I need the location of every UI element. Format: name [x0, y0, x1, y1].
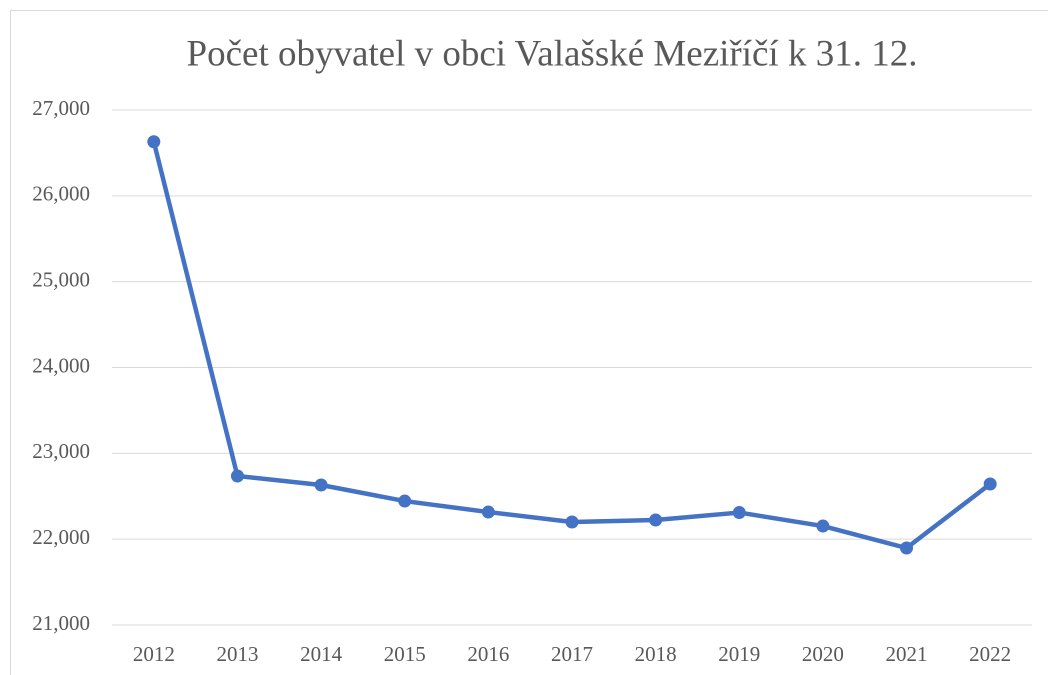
- data-point: [565, 515, 579, 529]
- data-point: [230, 469, 244, 483]
- data-point: [732, 506, 746, 520]
- x-tick-label: 2018: [635, 642, 677, 666]
- data-point: [649, 513, 663, 527]
- y-tick-label: 24,000: [32, 353, 90, 377]
- data-point: [314, 478, 328, 492]
- chart-frame: [10, 10, 1048, 675]
- data-point: [398, 494, 412, 508]
- x-tick-label: 2019: [718, 642, 760, 666]
- x-tick-label: 2020: [802, 642, 844, 666]
- y-tick-label: 22,000: [32, 525, 90, 549]
- y-tick-label: 27,000: [32, 96, 90, 120]
- data-point: [481, 505, 495, 519]
- data-point: [147, 135, 161, 149]
- y-tick-label: 25,000: [32, 267, 90, 291]
- x-tick-label: 2021: [886, 642, 928, 666]
- x-tick-label: 2017: [551, 642, 593, 666]
- data-point: [900, 541, 914, 555]
- data-point: [816, 519, 830, 533]
- y-tick-label: 21,000: [32, 611, 90, 635]
- x-tick-label: 2015: [384, 642, 426, 666]
- y-tick-label: 23,000: [32, 439, 90, 463]
- x-tick-label: 2016: [467, 642, 509, 666]
- chart-title: Počet obyvatel v obci Valašské Meziříčí …: [187, 33, 918, 74]
- x-tick-label: 2012: [133, 642, 175, 666]
- x-tick-label: 2013: [216, 642, 258, 666]
- data-point: [983, 477, 997, 491]
- y-tick-label: 26,000: [32, 182, 90, 206]
- x-tick-label: 2022: [969, 642, 1011, 666]
- x-tick-label: 2014: [300, 642, 343, 666]
